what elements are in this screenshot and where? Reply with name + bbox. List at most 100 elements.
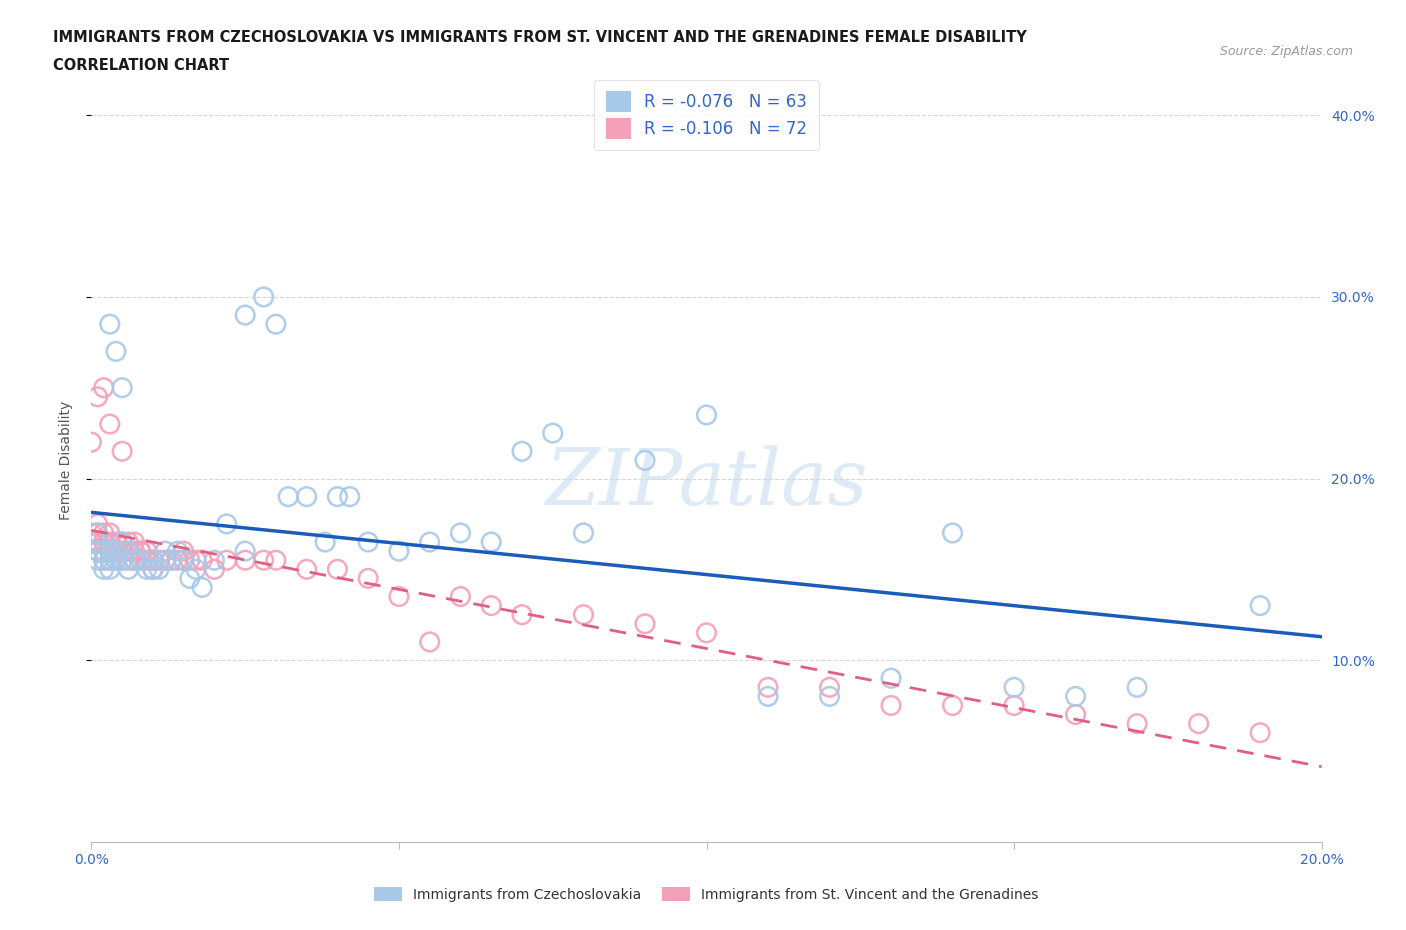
Point	[124, 535, 146, 550]
Point	[449, 589, 471, 604]
Point	[86, 552, 108, 567]
Point	[86, 544, 108, 559]
Point	[388, 544, 411, 559]
Point	[419, 535, 441, 550]
Point	[86, 535, 108, 550]
Point	[233, 552, 256, 567]
Point	[153, 552, 177, 567]
Point	[80, 434, 103, 449]
Point	[98, 317, 121, 332]
Point	[357, 571, 380, 586]
Point	[264, 317, 287, 332]
Point	[419, 634, 441, 649]
Point	[148, 562, 170, 577]
Point	[93, 552, 115, 567]
Point	[135, 544, 157, 559]
Point	[98, 544, 121, 559]
Point	[880, 698, 903, 713]
Point	[93, 552, 115, 567]
Point	[1064, 689, 1087, 704]
Text: IMMIGRANTS FROM CZECHOSLOVAKIA VS IMMIGRANTS FROM ST. VINCENT AND THE GRENADINES: IMMIGRANTS FROM CZECHOSLOVAKIA VS IMMIGR…	[53, 30, 1028, 45]
Point	[818, 689, 841, 704]
Point	[1126, 680, 1149, 695]
Point	[233, 544, 256, 559]
Point	[166, 552, 188, 567]
Point	[124, 552, 146, 567]
Point	[756, 680, 779, 695]
Point	[572, 525, 595, 540]
Point	[129, 544, 152, 559]
Point	[153, 552, 177, 567]
Point	[541, 426, 564, 441]
Point	[1126, 716, 1149, 731]
Point	[277, 489, 299, 504]
Point	[111, 535, 134, 550]
Point	[98, 552, 121, 567]
Point	[1249, 725, 1271, 740]
Point	[326, 562, 349, 577]
Point	[1002, 680, 1025, 695]
Point	[148, 552, 170, 567]
Point	[111, 535, 134, 550]
Point	[215, 552, 238, 567]
Point	[93, 544, 115, 559]
Point	[129, 552, 152, 567]
Point	[215, 516, 238, 531]
Point	[173, 544, 195, 559]
Point	[233, 308, 256, 323]
Point	[129, 544, 152, 559]
Point	[135, 552, 157, 567]
Point	[98, 562, 121, 577]
Point	[86, 390, 108, 405]
Point	[86, 544, 108, 559]
Point	[111, 380, 134, 395]
Point	[98, 417, 121, 432]
Point	[179, 552, 201, 567]
Point	[105, 344, 127, 359]
Point	[86, 525, 108, 540]
Point	[449, 525, 471, 540]
Point	[111, 552, 134, 567]
Point	[135, 562, 157, 577]
Point	[173, 552, 195, 567]
Point	[93, 380, 115, 395]
Point	[264, 552, 287, 567]
Point	[179, 571, 201, 586]
Point	[173, 552, 195, 567]
Point	[295, 562, 318, 577]
Point	[93, 562, 115, 577]
Point	[105, 552, 127, 567]
Point	[253, 552, 276, 567]
Point	[86, 525, 108, 540]
Point	[142, 562, 165, 577]
Point	[111, 444, 134, 458]
Point	[142, 552, 165, 567]
Point	[142, 552, 165, 567]
Point	[184, 552, 207, 567]
Point	[510, 607, 533, 622]
Point	[111, 552, 134, 567]
Point	[117, 544, 139, 559]
Point	[111, 544, 134, 559]
Point	[105, 544, 127, 559]
Point	[191, 580, 214, 595]
Point	[1002, 698, 1025, 713]
Point	[129, 552, 152, 567]
Point	[1249, 598, 1271, 613]
Point	[479, 598, 502, 613]
Point	[696, 407, 718, 422]
Point	[818, 680, 841, 695]
Point	[93, 535, 115, 550]
Point	[942, 698, 965, 713]
Point	[153, 544, 177, 559]
Point	[295, 489, 318, 504]
Point	[98, 544, 121, 559]
Point	[253, 289, 276, 304]
Point	[357, 535, 380, 550]
Point	[634, 617, 657, 631]
Point	[696, 625, 718, 640]
Point	[756, 689, 779, 704]
Point	[202, 562, 225, 577]
Point	[86, 516, 108, 531]
Point	[117, 535, 139, 550]
